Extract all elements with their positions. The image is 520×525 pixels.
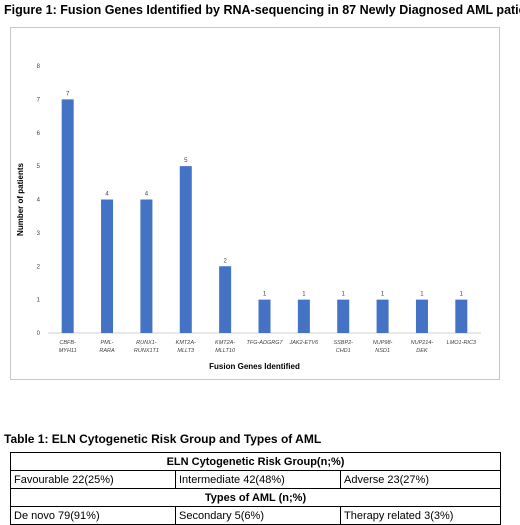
cell-de-novo: De novo 79(91%) — [10, 506, 176, 525]
data-label: 1 — [381, 292, 385, 298]
data-label: 1 — [302, 292, 306, 298]
risk-group-table: ELN Cytogenetic Risk Group(n;%) Favourab… — [9, 452, 502, 525]
data-label: 7 — [66, 91, 70, 97]
eln-header: ELN Cytogenetic Risk Group(n;%) — [9, 452, 502, 471]
x-tick-label: SSBP2-CHD1 — [333, 340, 353, 354]
cell-secondary: Secondary 5(6%) — [175, 506, 341, 525]
aml-types-header: Types of AML (n;%) — [9, 488, 502, 507]
bar-chart: 0 1 2 3 4 5 6 7 8 7 CBFB-MYH11 4 PML-RARA 4 RUNX1-RUNX… — [16, 64, 481, 371]
figure-title: Figure 1: Fusion Genes Identified by RNA… — [4, 3, 520, 17]
table-row: Favourable 22(25%) Intermediate 42(48%) … — [10, 470, 502, 489]
bar — [376, 299, 389, 333]
bar — [219, 266, 232, 333]
y-tick-label: 0 — [37, 331, 41, 337]
data-label: 4 — [145, 192, 149, 198]
y-tick-label: 4 — [37, 198, 41, 204]
table-row: ELN Cytogenetic Risk Group(n;%) — [9, 452, 502, 471]
data-label: 1 — [420, 292, 424, 298]
x-tick-label: LMO1-RIC3 — [447, 340, 477, 346]
x-tick-label: PML-RARA — [99, 340, 115, 354]
bar — [101, 199, 114, 333]
cell-intermediate: Intermediate 42(48%) — [175, 470, 341, 489]
data-label: 4 — [105, 192, 109, 198]
x-tick-label: JAK2-ETV6 — [288, 340, 319, 346]
y-tick-label: 2 — [37, 264, 41, 270]
x-tick-label: CBFB-MYH11 — [59, 340, 77, 354]
data-label: 2 — [223, 258, 227, 264]
y-tick-label: 6 — [37, 131, 41, 137]
data-label: 1 — [342, 292, 346, 298]
bar — [258, 299, 271, 333]
table-title: Table 1: ELN Cytogenetic Risk Group and … — [4, 432, 322, 446]
x-tick-label: RUNX1-RUNX1T1 — [134, 340, 159, 354]
bar — [337, 299, 350, 333]
bar — [61, 99, 74, 333]
chart-container: 0 1 2 3 4 5 6 7 8 7 CBFB-MYH11 4 PML-RARA 4 RUNX1-RUNX… — [10, 27, 500, 380]
table-row: De novo 79(91%) Secondary 5(6%) Therapy … — [10, 506, 502, 525]
y-tick-label: 7 — [37, 97, 41, 103]
x-tick-label: KMT2A-MLLT3 — [176, 340, 196, 354]
y-tick-label: 5 — [37, 164, 41, 170]
bar — [297, 299, 310, 333]
cell-therapy-related: Therapy related 3(3%) — [339, 506, 502, 525]
bar — [415, 299, 428, 333]
x-tick-label: KMT2A-MLLT10 — [215, 340, 236, 354]
table-row: Types of AML (n;%) — [9, 488, 502, 507]
bar — [455, 299, 468, 333]
data-label: 1 — [263, 292, 267, 298]
y-tick-label: 1 — [37, 298, 41, 304]
data-label: 1 — [460, 292, 464, 298]
y-tick-label: 8 — [37, 64, 41, 70]
x-tick-label: NUP214-DEK — [411, 340, 434, 354]
x-tick-label: TFG-ADGRG7 — [246, 340, 283, 346]
x-tick-label: NUP98-NSD1 — [373, 340, 393, 354]
bar — [179, 166, 192, 333]
data-label: 5 — [184, 158, 188, 164]
x-axis-title: Fusion Genes Identified — [209, 362, 300, 371]
bar — [140, 199, 153, 333]
cell-favourable: Favourable 22(25%) — [10, 470, 176, 489]
y-axis-title: Number of patients — [16, 163, 25, 236]
cell-adverse: Adverse 23(27%) — [339, 470, 502, 489]
y-tick-label: 3 — [37, 231, 41, 237]
